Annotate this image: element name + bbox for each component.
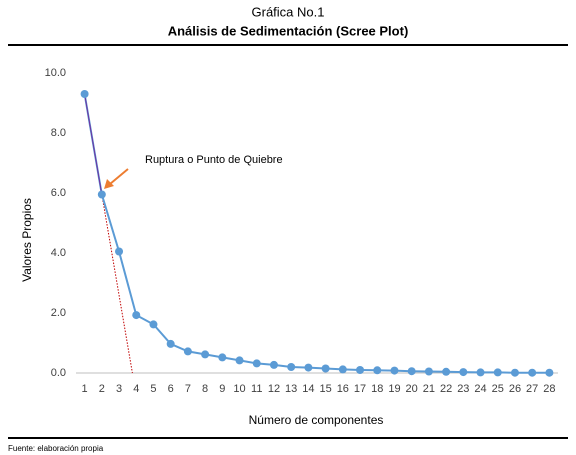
point — [149, 320, 158, 329]
x-tick-label: 19 — [388, 383, 400, 395]
x-tick-label: 20 — [406, 383, 418, 395]
x-tick-label: 27 — [526, 383, 538, 395]
x-tick-label: 5 — [150, 383, 156, 395]
point — [510, 368, 519, 377]
point — [115, 247, 124, 256]
point — [424, 367, 433, 376]
y-tick-label: 4.0 — [51, 247, 66, 259]
point — [545, 368, 554, 377]
point — [235, 356, 244, 365]
x-tick-label: 4 — [133, 383, 139, 395]
x-tick-label: 9 — [219, 383, 225, 395]
y-tick-label: 6.0 — [51, 187, 66, 199]
point — [442, 367, 451, 376]
x-tick-label: 25 — [492, 383, 504, 395]
point — [321, 364, 330, 373]
point — [304, 363, 313, 372]
annotation-arrowhead — [104, 179, 114, 189]
annotation-arrow — [109, 168, 129, 185]
point — [201, 350, 210, 359]
x-tick-label: 2 — [99, 383, 105, 395]
point — [476, 368, 485, 377]
chart-subtitle: Análisis de Sedimentación (Scree Plot) — [168, 23, 409, 38]
break-segment — [84, 93, 103, 195]
y-tick-label: 2.0 — [51, 307, 66, 319]
x-tick-label: 23 — [457, 383, 469, 395]
point — [166, 339, 175, 348]
point — [132, 311, 141, 320]
point — [407, 367, 416, 376]
x-tick-label: 12 — [268, 383, 280, 395]
point — [390, 366, 399, 375]
x-axis-label: Número de componentes — [249, 413, 384, 427]
break-extrapolation — [84, 93, 133, 374]
series-line — [83, 93, 550, 374]
x-tick-label: 1 — [82, 383, 88, 395]
x-tick-label: 18 — [371, 383, 383, 395]
annotation: Ruptura o Punto de Quiebre — [145, 154, 283, 166]
x-tick-label: 14 — [302, 383, 314, 395]
point — [183, 347, 192, 356]
point — [459, 368, 468, 377]
point — [356, 366, 365, 374]
x-tick-label: 11 — [251, 383, 262, 395]
x-tick-label: 6 — [168, 383, 174, 395]
source-note: Fuente: elaboración propia — [8, 444, 104, 453]
point — [493, 368, 502, 377]
chart-title: Gráfica No.1 — [252, 4, 325, 19]
x-tick-label: 3 — [116, 383, 122, 395]
x-tick-label: 15 — [319, 383, 331, 395]
point — [218, 353, 227, 362]
y-tick-label: 10.0 — [45, 67, 66, 79]
x-tick-label: 26 — [509, 383, 521, 395]
point — [338, 365, 347, 374]
x-tick-label: 7 — [185, 383, 191, 395]
x-tick-label: 13 — [285, 383, 297, 395]
y-tick-label: 0.0 — [51, 367, 66, 379]
x-tick-label: 21 — [423, 383, 435, 395]
x-tick-label: 10 — [233, 383, 245, 395]
y-tick-label: 8.0 — [51, 127, 66, 139]
x-tick-label: 28 — [543, 383, 555, 395]
point — [373, 366, 382, 375]
point — [252, 359, 261, 368]
x-tick-label: 16 — [337, 383, 349, 395]
x-tick-label: 8 — [202, 383, 208, 395]
point — [80, 90, 89, 98]
y-axis-label: Valores Propios — [20, 198, 34, 282]
point — [97, 190, 106, 199]
x-tick-label: 22 — [440, 383, 452, 395]
point — [269, 360, 278, 369]
x-tick-label: 17 — [354, 383, 366, 395]
x-tick-label: 24 — [474, 383, 486, 395]
point — [287, 363, 296, 371]
point — [528, 368, 537, 377]
